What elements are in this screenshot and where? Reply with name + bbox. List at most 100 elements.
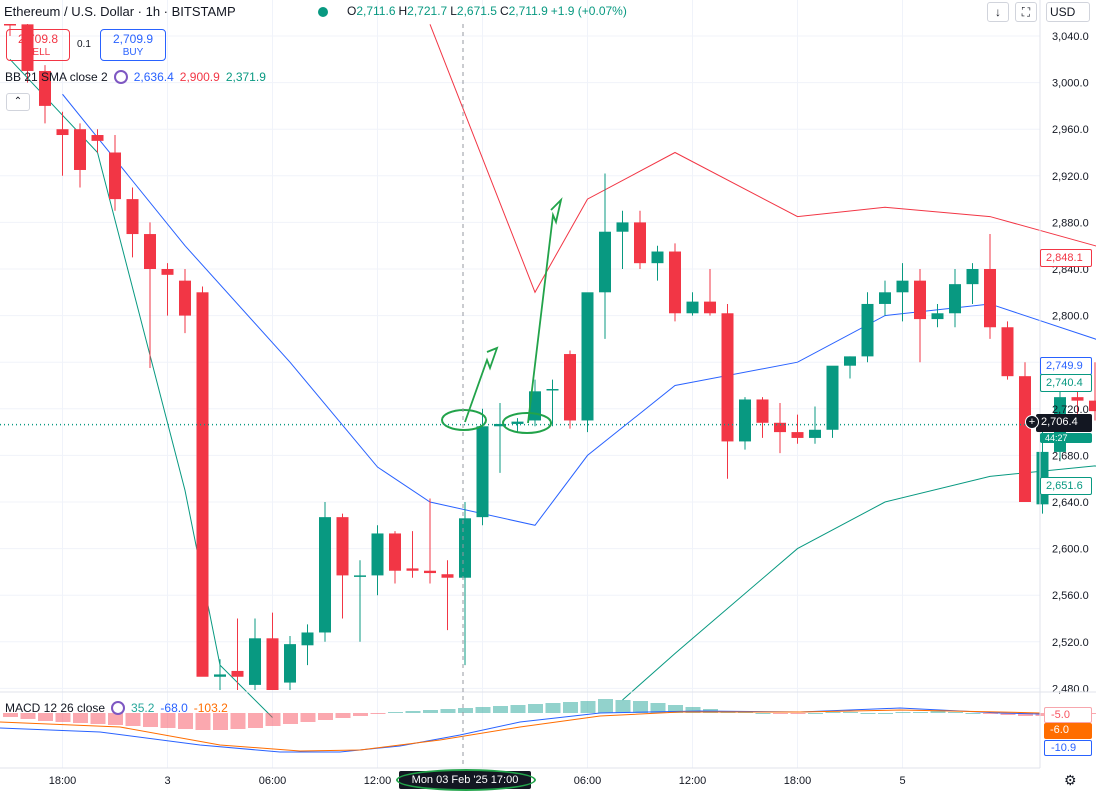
macd-histogram-bar: [773, 713, 788, 714]
close-value: 2,711.9: [508, 4, 548, 18]
macd-histogram-bar: [983, 713, 998, 714]
macd-histogram-bar: [930, 711, 946, 713]
candle-body: [249, 638, 261, 685]
candle-body: [406, 568, 419, 571]
bb-basis-line: [62, 93, 1096, 526]
x-tick-label: 18:00: [49, 775, 77, 787]
add-alert-icon[interactable]: +: [1025, 415, 1039, 429]
cursor-price-tag: 2,706.4: [1036, 414, 1092, 432]
candle-body: [1019, 376, 1031, 502]
y-tick-label: 3,040.0: [1052, 31, 1089, 43]
macd-histogram-bar: [843, 712, 858, 713]
candle-body: [721, 313, 734, 442]
y-tick-label: 2,600.0: [1052, 544, 1089, 556]
candle-body: [319, 517, 331, 633]
drawing-annotations[interactable]: [441, 197, 563, 434]
candle-body: [231, 670, 244, 677]
candle-body: [791, 432, 804, 438]
candle-body: [301, 632, 314, 646]
macd-histogram-bar: [615, 700, 631, 713]
sell-price: 2,709.8: [17, 32, 59, 46]
candle-body: [1001, 327, 1014, 377]
x-tick-label: 12:00: [364, 775, 392, 787]
candlestick-series: [4, 24, 1096, 690]
candle-body: [669, 251, 681, 314]
candle-body: [56, 129, 69, 136]
macd-histogram-bar: [668, 705, 683, 713]
candle-body: [599, 231, 611, 293]
macd-legend[interactable]: MACD 12 26 close 35.2 -68.0 -103.2: [5, 701, 228, 715]
macd-histogram-bar: [73, 713, 88, 723]
y-tick-label: 2,480.0: [1052, 683, 1089, 695]
candle-body: [564, 354, 576, 421]
high-label: H: [398, 4, 408, 18]
low-value: 2,671.5: [456, 4, 497, 18]
fullscreen-button[interactable]: ⛶: [1015, 2, 1037, 22]
macd-pane: [0, 699, 1096, 753]
close-label: C: [499, 4, 509, 18]
low-label: L: [450, 4, 457, 18]
macd-histogram-bar: [1000, 713, 1016, 715]
change-value: +1.9 (+0.07%): [550, 4, 627, 18]
macd-histogram-bar: [1035, 713, 1051, 716]
macd-signal-line: [0, 709, 1041, 752]
order-quantity[interactable]: 0.1: [77, 39, 91, 50]
candle-body: [949, 284, 961, 314]
macd-histogram-bar: [300, 713, 316, 722]
candle-body: [774, 422, 786, 433]
macd-histogram-bar: [545, 703, 561, 713]
bb-lower-tag: 2,651.6: [1040, 477, 1092, 495]
x-tick-label: 12:00: [679, 775, 707, 787]
x-tick-label: 5: [899, 775, 905, 787]
x-tick-label: 06:00: [574, 775, 602, 787]
buy-button[interactable]: 2,709.9 BUY: [100, 29, 166, 61]
open-value: 2,711.6: [356, 4, 396, 18]
macd-histogram-bar: [230, 713, 246, 729]
annotation-arrow: [464, 346, 499, 423]
macd-signal-tag: -6.0: [1044, 723, 1092, 739]
bb-upper-line: [429, 24, 1096, 294]
candle-body: [704, 301, 716, 314]
candle-body: [984, 269, 996, 328]
macd-histogram-bar: [423, 710, 438, 713]
loading-icon: [113, 70, 128, 84]
macd-histogram-bar: [248, 713, 263, 728]
macd-histogram-bar: [598, 699, 613, 713]
candle-body: [74, 129, 86, 170]
collapse-legend-button[interactable]: ⌃: [6, 93, 30, 111]
candle-body: [616, 222, 629, 232]
bb-upper-tag: 2,848.1: [1040, 249, 1092, 267]
candle-body: [966, 269, 979, 285]
macd-histogram-bar: [878, 713, 893, 714]
macd-histogram-bar: [335, 713, 351, 718]
bb-legend[interactable]: BB 21 SMA close 2 2,636.4 2,900.9 2,371.…: [5, 70, 266, 84]
bb-basis-value: 2,636.4: [133, 70, 174, 84]
candle-body: [144, 234, 156, 269]
macd-histogram-bar: [55, 713, 71, 722]
currency-selector[interactable]: USD: [1046, 2, 1090, 22]
macd-histogram-bar: [493, 706, 508, 713]
candle-body: [214, 674, 226, 677]
sell-button[interactable]: 2,709.8 SELL: [6, 29, 70, 61]
macd-histogram-bar: [685, 707, 701, 713]
y-tick-label: 2,880.0: [1052, 217, 1089, 229]
macd-histogram-bar: [563, 702, 578, 713]
scroll-down-button[interactable]: ↓: [987, 2, 1009, 22]
settings-gear-icon[interactable]: ⚙: [1064, 772, 1077, 788]
bb-lower-early-line: [9, 58, 273, 718]
macd-line-tag: -10.9: [1044, 740, 1092, 756]
macd-histogram-bar: [633, 701, 648, 713]
candle-body: [459, 518, 471, 578]
macd-histogram-bar: [108, 713, 123, 725]
y-tick-label: 2,560.0: [1052, 590, 1089, 602]
symbol-title[interactable]: Ethereum / U.S. Dollar · 1h · BITSTAMP: [4, 4, 236, 19]
loading-icon: [111, 701, 126, 715]
macd-histogram-bar: [195, 713, 211, 730]
market-open-icon: [318, 7, 328, 17]
macd-histogram-bar: [143, 713, 158, 727]
macd-histogram-bar: [178, 713, 193, 729]
time-label-highlight: [396, 769, 536, 791]
candle-body: [546, 388, 559, 391]
macd-histogram-bar: [650, 703, 666, 713]
